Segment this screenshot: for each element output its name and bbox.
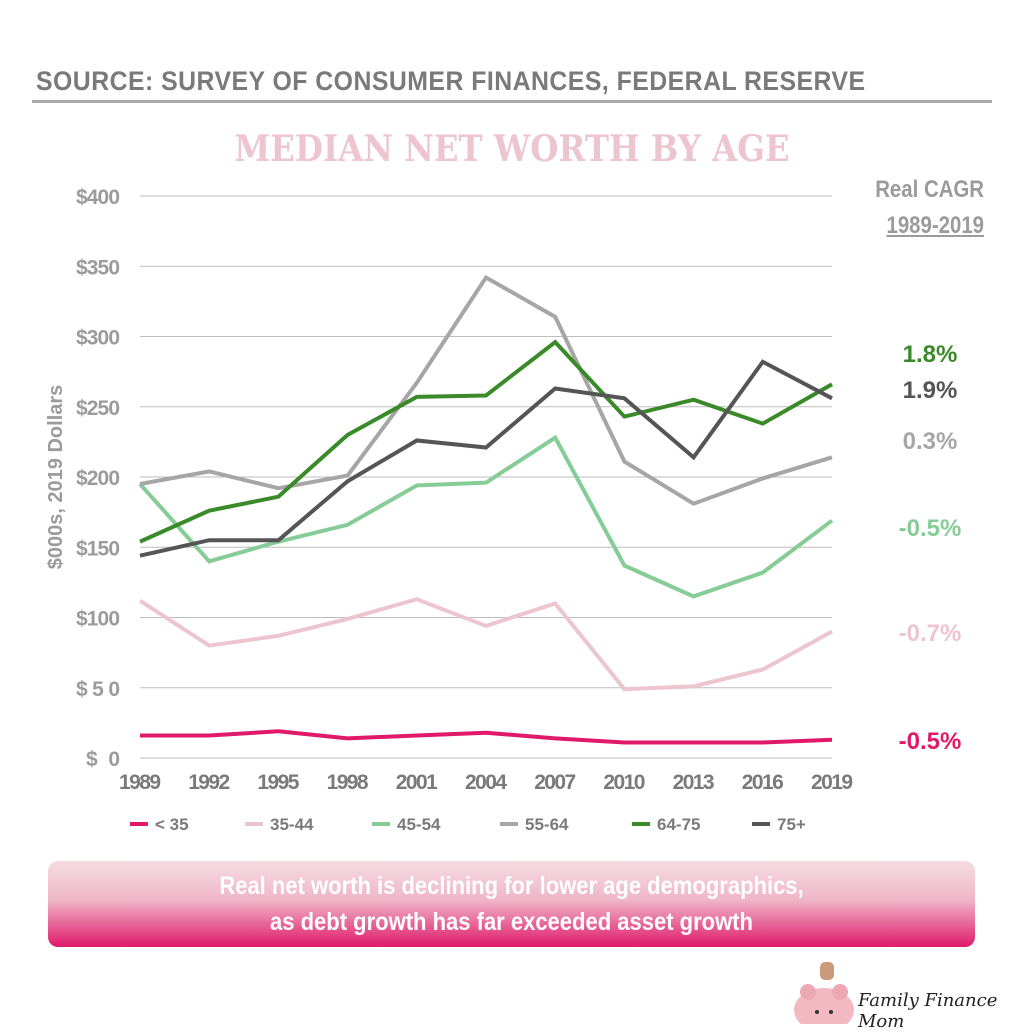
- x-tick-label: 2004: [465, 771, 507, 794]
- x-tick-label: 1992: [188, 771, 230, 794]
- cagr-label: -0.5%: [899, 728, 962, 755]
- cagr-label: 0.3%: [903, 428, 958, 455]
- x-tick-label: 2010: [603, 771, 645, 794]
- series-line-75+: [139, 359, 833, 558]
- divider: [32, 100, 992, 103]
- series-line-35: [140, 729, 833, 745]
- y-tick-label: $0: [86, 748, 120, 771]
- y-tick-label: $400: [76, 186, 120, 209]
- y-tick-label: $50: [76, 678, 120, 701]
- x-tick-label: 2007: [534, 771, 576, 794]
- y-axis-label: $000s, 2019 Dollars: [45, 385, 67, 570]
- legend-label: 55-64: [525, 815, 569, 834]
- piggy-bank-logo-icon: [794, 962, 854, 1024]
- y-tick-label: $300: [76, 327, 120, 350]
- y-tick-label: $350: [76, 256, 120, 279]
- legend-label: 75+: [777, 815, 806, 834]
- takeaway-banner: Real net worth is declining for lower ag…: [48, 861, 975, 947]
- line-chart: $0 $50 $100 $150 $200 $250 $300 $350 $400 1989 199…: [45, 186, 962, 834]
- legend-label: < 35: [155, 815, 189, 834]
- cagr-label: -0.7%: [899, 620, 962, 647]
- cagr-header: Real CAGR 1989-2019: [875, 172, 984, 244]
- cagr-header-title: Real CAGR: [875, 176, 984, 203]
- y-tick-label: $150: [76, 537, 120, 560]
- y-tick-label: $250: [76, 397, 120, 420]
- logo-text: Family Finance Mom: [858, 990, 998, 1032]
- y-tick-label: $200: [76, 467, 120, 490]
- legend-label: 35-44: [270, 815, 314, 834]
- series-line-3544: [138, 597, 833, 692]
- y-tick-label: $100: [76, 608, 120, 631]
- cagr-label: 1.9%: [903, 377, 958, 404]
- x-tick-label: 1995: [257, 771, 299, 794]
- chart-title: MEDIAN NET WORTH BY AGE: [234, 128, 790, 170]
- banner-line-1: Real net worth is declining for lower ag…: [219, 872, 804, 900]
- cagr-label: -0.5%: [899, 515, 962, 542]
- banner-line-2: as debt growth has far exceeded asset gr…: [270, 908, 753, 936]
- cagr-label: 1.8%: [903, 341, 958, 368]
- source-note: SOURCE: SURVEY OF CONSUMER FINANCES, FED…: [36, 66, 866, 96]
- x-tick-label: 1989: [119, 771, 161, 794]
- x-tick-label: 2016: [742, 771, 784, 794]
- x-tick-label: 2013: [673, 771, 715, 794]
- x-tick-label: 2019: [811, 771, 853, 794]
- x-tick-label: 2001: [396, 771, 438, 794]
- series-line-4554: [138, 434, 834, 599]
- legend-label: 64-75: [657, 815, 700, 834]
- legend-label: 45-54: [397, 815, 441, 834]
- cagr-header-period: 1989-2019: [886, 212, 984, 239]
- series-line-6475: [139, 339, 833, 544]
- series-line-5564: [139, 274, 833, 506]
- x-tick-label: 1998: [327, 771, 369, 794]
